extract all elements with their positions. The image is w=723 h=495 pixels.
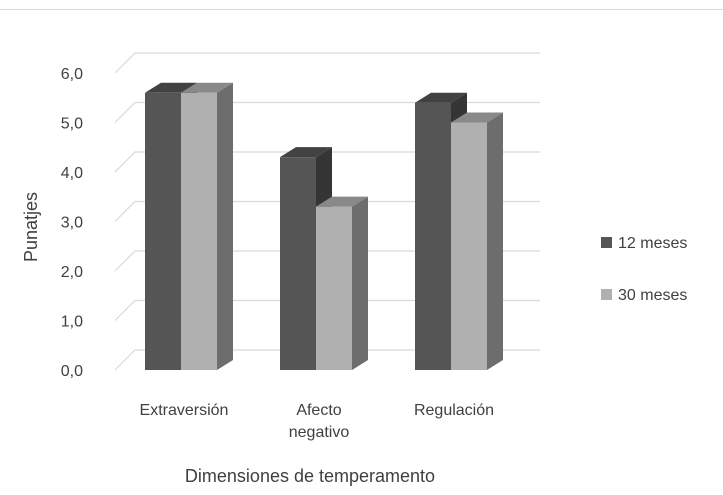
bar-top <box>181 82 233 93</box>
y-tick-label: 5,0 <box>61 116 83 133</box>
gridline <box>114 52 540 74</box>
y-tick-label: 1,0 <box>61 314 83 331</box>
legend: 12 meses 30 meses <box>601 235 687 304</box>
x-axis-title: Dimensiones de temperamento <box>185 466 435 486</box>
y-tick-label: 6,0 <box>61 66 83 83</box>
chart-bars <box>145 82 503 371</box>
bar-top <box>451 112 503 123</box>
bar-top <box>145 82 197 93</box>
bar-side <box>217 82 233 371</box>
y-tick-label: 0,0 <box>61 363 83 380</box>
bar-top <box>415 92 467 103</box>
category-label: Afecto negativo <box>289 402 350 441</box>
legend-label: 12 meses <box>618 235 687 252</box>
bar-front <box>451 122 487 370</box>
bar-top <box>280 147 332 158</box>
top-rule <box>0 9 723 10</box>
y-tick-labels: 0,0 1,0 2,0 3,0 4,0 5,0 6,0 <box>61 66 83 380</box>
y-axis-title: Punatjes <box>21 192 41 262</box>
gridline <box>114 151 540 173</box>
gridline <box>114 349 540 371</box>
bar-side <box>352 196 368 370</box>
gridline <box>114 250 540 272</box>
bar-front <box>280 157 316 370</box>
legend-swatch <box>601 289 612 300</box>
gridline <box>114 101 540 123</box>
legend-label: 30 meses <box>618 287 687 304</box>
bar <box>181 82 233 371</box>
category-labels: Extraversión Afecto negativo Regulación <box>140 402 494 441</box>
gridline <box>114 200 540 222</box>
bar-side <box>487 112 503 370</box>
category-label: Extraversión <box>140 402 229 419</box>
category-label: Regulación <box>414 402 494 419</box>
chart-grid <box>114 52 540 371</box>
bar-front <box>145 92 181 371</box>
bar <box>451 112 503 370</box>
y-tick-label: 2,0 <box>61 264 83 281</box>
y-tick-label: 4,0 <box>61 165 83 182</box>
bar-front <box>181 92 217 371</box>
y-tick-label: 3,0 <box>61 215 83 232</box>
bar-front <box>415 102 451 370</box>
legend-swatch <box>601 237 612 248</box>
bar-front <box>316 206 352 370</box>
bar <box>316 196 368 370</box>
gridline <box>114 299 540 321</box>
bar-top <box>316 196 368 207</box>
